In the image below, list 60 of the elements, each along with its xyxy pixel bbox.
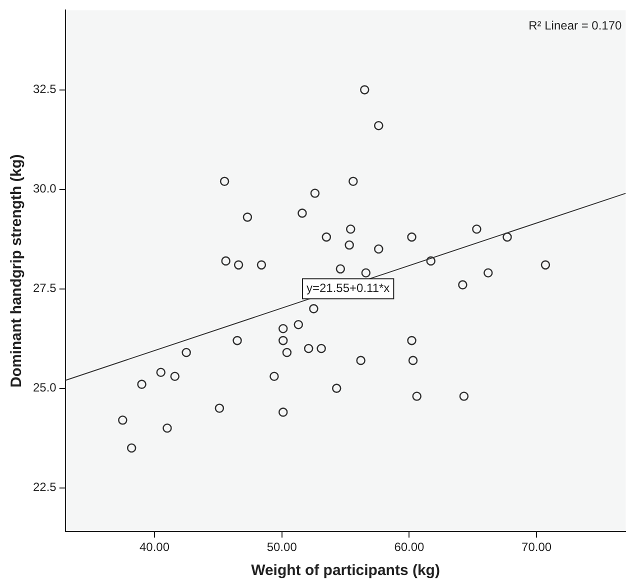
point bbox=[316, 344, 326, 354]
point bbox=[458, 280, 468, 290]
point bbox=[298, 208, 307, 218]
point bbox=[220, 176, 230, 186]
point bbox=[126, 443, 136, 453]
point bbox=[472, 224, 482, 234]
point bbox=[270, 372, 279, 382]
point bbox=[232, 336, 242, 346]
x-tick-label: 70.00 bbox=[522, 540, 552, 554]
x-axis-title: Weight of participants (kg) bbox=[251, 562, 440, 580]
point bbox=[256, 260, 266, 270]
point bbox=[170, 372, 180, 382]
y-tick-label: 32.5 bbox=[32, 82, 57, 96]
point bbox=[502, 232, 512, 242]
y-tick-label: 27.5 bbox=[32, 281, 57, 296]
point bbox=[459, 392, 469, 401]
point bbox=[374, 120, 384, 130]
point bbox=[408, 356, 418, 366]
x-tick-label: 60.00 bbox=[394, 540, 425, 554]
point bbox=[360, 85, 370, 94]
point bbox=[118, 416, 128, 425]
point bbox=[336, 264, 346, 274]
point bbox=[242, 212, 252, 222]
y-tick-label: 22.5 bbox=[32, 480, 57, 494]
point bbox=[356, 356, 366, 366]
point bbox=[332, 384, 342, 393]
point bbox=[484, 268, 493, 278]
point bbox=[294, 320, 304, 330]
point bbox=[278, 408, 288, 417]
annotation: R² Linear = 0.170 bbox=[528, 18, 622, 33]
point bbox=[182, 348, 191, 358]
point bbox=[221, 256, 230, 266]
point bbox=[214, 404, 224, 413]
point bbox=[412, 392, 422, 401]
point bbox=[361, 268, 371, 278]
x-tick-label: 50.00 bbox=[266, 540, 298, 554]
point bbox=[278, 336, 288, 346]
point bbox=[407, 232, 416, 242]
point bbox=[304, 344, 314, 354]
y-axis-title: Dominant handgrip strength (kg) bbox=[8, 154, 26, 388]
y-tick-label: 30.0 bbox=[32, 182, 57, 196]
x-tick-label: 40.00 bbox=[139, 540, 170, 554]
point bbox=[162, 423, 172, 433]
point bbox=[344, 240, 354, 250]
point bbox=[137, 380, 146, 389]
point bbox=[234, 260, 244, 270]
point bbox=[407, 336, 416, 346]
y-tick-label: 25.0 bbox=[32, 380, 57, 395]
point bbox=[278, 324, 288, 334]
point bbox=[309, 304, 318, 314]
point bbox=[322, 232, 332, 242]
point bbox=[346, 224, 356, 234]
point bbox=[310, 188, 320, 198]
point bbox=[348, 176, 358, 186]
annotation: y=21.55+0.11*x bbox=[306, 281, 390, 296]
point bbox=[156, 368, 166, 378]
point bbox=[282, 348, 292, 358]
point bbox=[540, 260, 550, 270]
point bbox=[426, 256, 436, 266]
point bbox=[374, 244, 384, 254]
